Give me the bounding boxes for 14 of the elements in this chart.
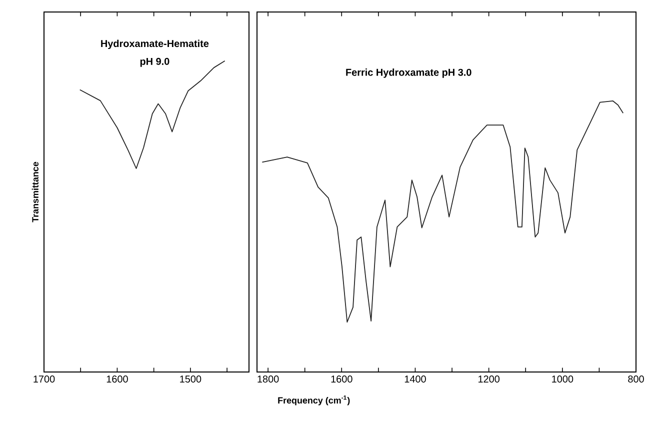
annotation: pH 9.0 [140,58,170,67]
x-tick-label: 1500 [180,376,202,383]
x-tick-label: 1600 [106,376,128,383]
x-tick-label: 1000 [552,376,574,383]
x-tick-label: 1600 [331,376,352,383]
text: Hydroxamate-Hematite [101,40,209,50]
x-tick-label: 1800 [258,376,279,383]
x-tick-label: 1200 [478,376,500,383]
x-axis-title: Frequency (cm$^{-1}$) [278,396,350,406]
x-tick-label: 1700 [34,376,55,383]
text: Ferric Hydroxamate pH 3.0 [346,68,472,78]
x-tick-label: 800 [628,376,644,383]
x-tick-label: 1400 [404,376,426,383]
y-axis-title: Transmittance [32,162,38,222]
